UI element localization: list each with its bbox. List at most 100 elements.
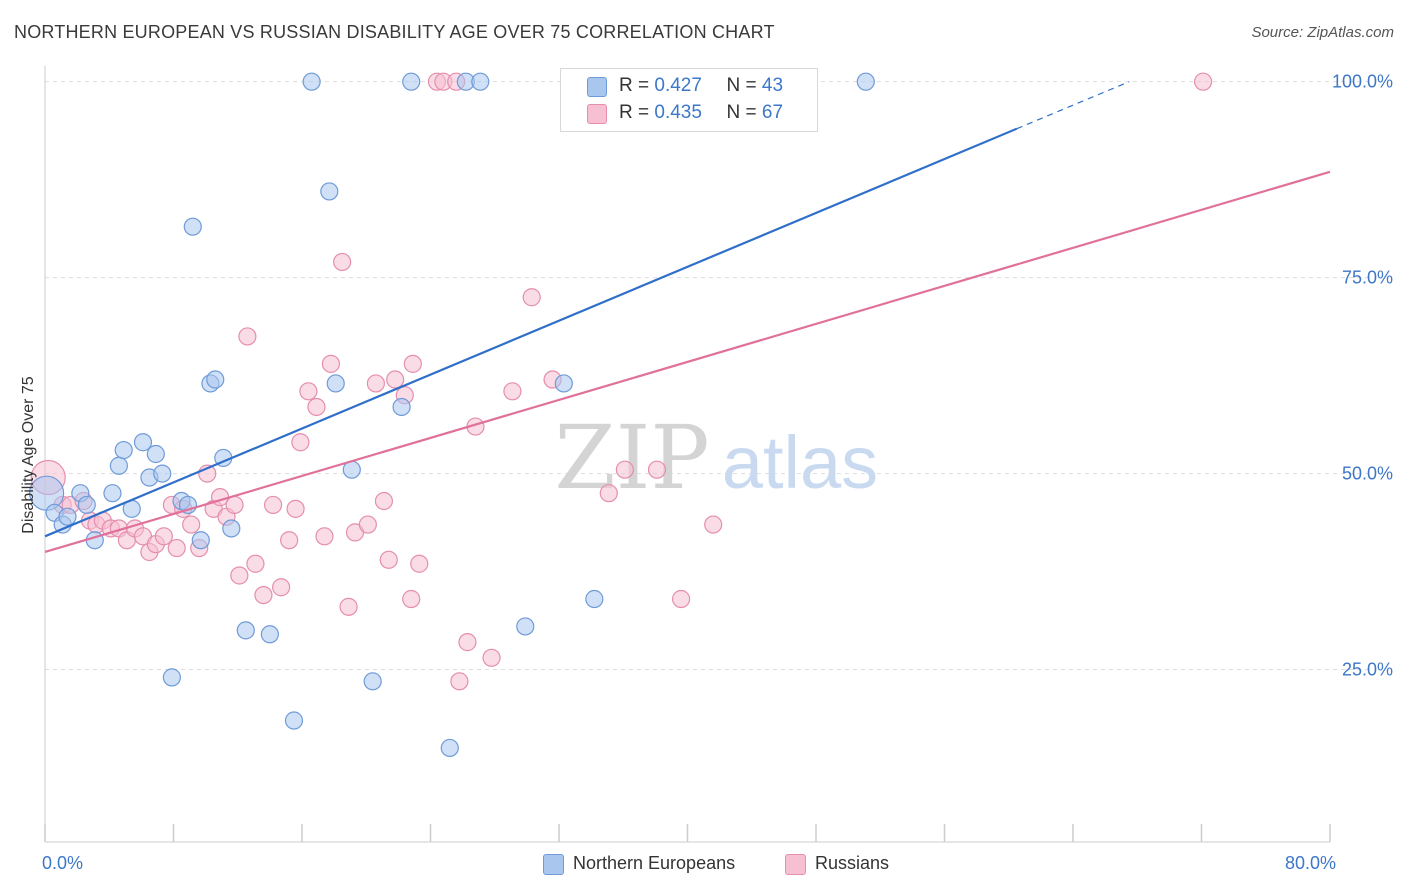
russians-point <box>263 495 283 515</box>
northern-europeans-point <box>103 484 122 503</box>
legend-swatch-pink <box>587 104 607 124</box>
data-points <box>29 72 1213 758</box>
series-legend: Northern Europeans Russians <box>0 852 1406 878</box>
russians-point <box>339 597 358 616</box>
x-tick-label: 0.0% <box>42 853 83 873</box>
chart-title: NORTHERN EUROPEAN VS RUSSIAN DISABILITY … <box>14 22 775 42</box>
northern-europeans-point <box>856 72 875 91</box>
northern-europeans-point <box>392 397 411 417</box>
russians-point <box>291 433 310 452</box>
russians-point <box>402 589 421 609</box>
legend-r-label: R = <box>619 102 650 123</box>
axes <box>44 66 1331 843</box>
russians-point <box>358 515 377 534</box>
russians-point <box>299 382 318 401</box>
russians-point <box>671 589 691 609</box>
northern-europeans-point <box>85 531 104 550</box>
northern-europeans-point <box>585 589 604 609</box>
y-tick-label: 25.0% <box>1342 660 1393 680</box>
y-tick-label: 75.0% <box>1342 268 1393 288</box>
northern-europeans-point <box>133 433 153 452</box>
northern-europeans-point <box>302 72 321 91</box>
y-tick-label: 50.0% <box>1342 464 1393 484</box>
northern-europeans-point <box>162 668 181 687</box>
northern-europeans-point <box>146 444 165 464</box>
watermark-atlas: atlas <box>722 421 878 504</box>
source-label: Source: ZipAtlas.com <box>1251 24 1394 41</box>
northern-europeans-point <box>222 519 241 538</box>
russians-point <box>315 527 334 546</box>
watermark-zip: ZIP <box>554 406 709 509</box>
trend-lines <box>44 81 1331 554</box>
russians-point <box>254 585 273 605</box>
northern-europeans-point <box>109 456 128 475</box>
legend-r-value: 0.435 <box>654 102 702 123</box>
russians-point <box>386 370 405 389</box>
grid-lines <box>45 81 1370 671</box>
russians-trend-line <box>44 170 1331 554</box>
northern-europeans-point <box>363 672 382 691</box>
russians-point <box>333 252 352 272</box>
legend-n-label: N = <box>726 102 757 123</box>
russians-point <box>321 354 341 373</box>
russians-point <box>366 374 385 393</box>
russians-point <box>167 538 186 558</box>
northern-europeans-point <box>554 374 573 393</box>
russians-point <box>1194 72 1213 91</box>
northern-europeans-point <box>471 72 490 91</box>
legend-n-value: 43 <box>761 75 784 96</box>
northern-europeans-point <box>284 711 304 730</box>
series-name: Northern Europeans <box>573 853 736 873</box>
northern-europeans-point <box>260 625 279 644</box>
tick-labels: 25.0% 50.0% 75.0% 100.0% 0.0% 80.0% <box>42 72 1393 873</box>
y-axis-label: Disability Age Over 75 <box>20 376 37 534</box>
x-tick-label: 80.0% <box>1285 853 1336 873</box>
russians-point <box>225 495 244 515</box>
y-tick-label: 100.0% <box>1332 72 1393 92</box>
legend-swatch-blue <box>587 77 607 97</box>
watermark: ZIP atlas <box>554 406 878 509</box>
legend-n-value: 67 <box>761 102 784 123</box>
russians-point <box>450 672 469 691</box>
russians-point <box>307 397 326 417</box>
russians-point <box>403 354 422 373</box>
russians-point <box>503 382 522 401</box>
northern-europeans-point <box>326 374 345 393</box>
russians-point <box>286 499 305 518</box>
series-name: Russians <box>815 853 890 873</box>
northern-europeans-point <box>153 464 172 483</box>
legend: R = 0.427 N = 43 R = 0.435 N = 67 <box>560 68 818 132</box>
northern-europeans-point <box>320 182 339 201</box>
northern-europeans-point <box>236 621 255 640</box>
northern-europeans-point <box>77 495 96 515</box>
russians-point <box>154 527 173 546</box>
russians-point <box>522 288 541 307</box>
legend-r-value: 0.427 <box>654 75 702 96</box>
russians-point <box>230 566 249 585</box>
russians-point <box>238 327 257 346</box>
northern-europeans-point <box>440 738 459 758</box>
northern-europeans-point <box>516 617 535 636</box>
northern-europeans-point <box>183 217 202 236</box>
russians-point <box>246 554 265 573</box>
northern-europeans-point <box>114 440 133 460</box>
northern-europeans-trend-line <box>44 127 1018 538</box>
series-swatch-blue <box>543 854 564 875</box>
russians-point <box>482 648 501 667</box>
series-swatch-pink <box>785 854 806 875</box>
legend-r-label: R = <box>619 75 650 96</box>
legend-n-label: N = <box>726 75 757 96</box>
russians-point <box>280 531 299 550</box>
russians-point <box>647 460 667 479</box>
northern-europeans-point <box>402 72 421 91</box>
russians-point <box>182 515 201 534</box>
russians-point <box>272 578 291 597</box>
northern-europeans-point <box>191 531 210 550</box>
russians-point <box>615 460 634 479</box>
russians-point <box>379 550 398 569</box>
russians-point <box>410 554 429 573</box>
russians-point <box>374 491 394 511</box>
northern-europeans-point <box>58 507 77 526</box>
russians-point <box>599 484 618 503</box>
